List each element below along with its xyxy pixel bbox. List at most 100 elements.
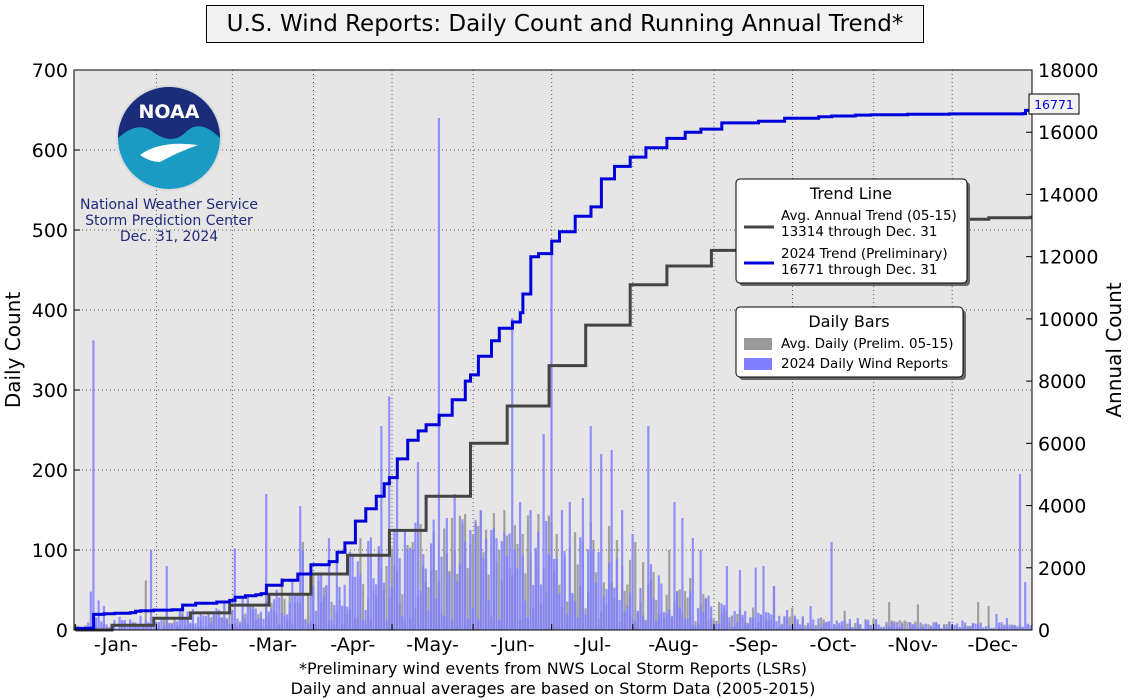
avg-daily-bar <box>162 619 166 630</box>
avg-daily-bar <box>906 621 909 630</box>
daily-report-bar <box>409 547 412 630</box>
daily-report-bar <box>770 614 773 630</box>
daily-report-bar <box>641 615 645 630</box>
daily-report-bar <box>882 627 886 630</box>
daily-report-bar <box>804 627 807 630</box>
daily-report-bar <box>560 510 564 630</box>
daily-report-bar <box>429 543 433 630</box>
daily-report-bar <box>982 627 985 630</box>
daily-report-bar <box>1003 625 1006 630</box>
daily-report-bar <box>665 613 668 630</box>
daily-report-bar <box>979 622 982 630</box>
daily-report-bar <box>838 622 841 630</box>
month-axis-ticks: -Jan- -Feb- -Mar- -Apr- -May- -Jun- -Jul- -Aug-… <box>74 624 1018 656</box>
avg-daily-bar <box>903 620 906 630</box>
daily-report-bar <box>361 619 365 630</box>
daily-report-bar <box>395 474 399 630</box>
daily-report-bar <box>799 624 802 630</box>
daily-report-bar <box>359 574 362 630</box>
daily-report-bar <box>683 618 687 630</box>
daily-report-bar <box>194 623 197 630</box>
avg-daily-bar <box>668 550 671 630</box>
daily-report-bar <box>694 625 697 630</box>
daily-report-bar <box>191 609 195 630</box>
daily-report-bar <box>670 615 674 630</box>
daily-report-bar <box>1005 618 1009 630</box>
daily-report-bar <box>377 546 380 630</box>
daily-report-bar <box>594 582 598 630</box>
daily-report-bar <box>401 615 404 630</box>
daily-report-bar <box>937 624 940 630</box>
daily-report-bar <box>304 619 307 630</box>
daily-report-bar <box>385 619 388 630</box>
daily-report-bar <box>241 598 244 630</box>
daily-report-bar <box>581 498 585 630</box>
daily-report-bar <box>806 622 810 630</box>
daily-report-bar <box>715 620 718 630</box>
daily-report-bar <box>953 624 956 630</box>
daily-report-bar <box>286 614 289 630</box>
daily-report-bar <box>320 573 323 630</box>
footnote-2: Daily and annual averages are based on S… <box>291 679 816 698</box>
daily-report-bar <box>558 593 561 630</box>
daily-report-bar <box>783 617 786 630</box>
daily-report-bar <box>940 628 943 630</box>
daily-report-bar <box>631 534 634 630</box>
daily-report-bar <box>100 621 103 630</box>
daily-report-bar <box>644 621 647 630</box>
avg-daily-bar <box>306 594 310 630</box>
avg-daily-bar <box>401 594 404 630</box>
daily-report-bar <box>231 610 234 630</box>
daily-report-bar <box>207 612 210 630</box>
daily-report-bar <box>288 602 291 630</box>
daily-report-bar <box>490 530 493 630</box>
daily-report-bar <box>189 622 192 630</box>
noaa-logo-text: NOAA <box>139 101 200 123</box>
daily-report-bar <box>922 627 925 630</box>
daily-report-bar <box>186 611 189 630</box>
bars-legend-box <box>735 306 964 378</box>
right-tick-label: 4000 <box>1038 496 1086 518</box>
daily-report-bar <box>822 623 825 630</box>
org-line-2: Storm Prediction Center <box>85 213 253 229</box>
daily-report-bar <box>707 595 710 630</box>
daily-report-bar <box>571 592 574 630</box>
chart-title: U.S. Wind Reports: Daily Count and Runni… <box>206 5 924 43</box>
left-tick-label: 600 <box>32 140 68 162</box>
daily-report-bar <box>898 626 901 630</box>
daily-report-bar <box>730 626 734 630</box>
right-tick-label: 0 <box>1038 620 1050 642</box>
noaa-logo: NOAA <box>116 85 222 191</box>
avg-daily-bar <box>804 625 807 630</box>
daily-report-bar <box>626 605 629 630</box>
avg-daily-bar <box>466 568 469 630</box>
daily-report-bar <box>278 597 281 630</box>
daily-report-bar <box>587 549 590 630</box>
daily-report-bar <box>673 502 676 630</box>
daily-report-bar <box>869 625 872 630</box>
avg-daily-bar <box>683 591 687 630</box>
daily-report-bar <box>573 601 577 630</box>
avg-daily-bar <box>573 532 577 630</box>
avg-daily-bar <box>927 624 930 630</box>
daily-report-bar <box>809 606 812 630</box>
daily-report-bar <box>306 623 310 630</box>
daily-report-bar <box>314 610 318 630</box>
daily-report-bar <box>793 615 797 630</box>
avg-daily-bar <box>526 515 530 630</box>
daily-report-bar <box>843 620 846 630</box>
daily-report-bar <box>621 510 624 630</box>
daily-report-bar <box>668 609 671 630</box>
avg-daily-bar <box>641 562 645 630</box>
daily-report-bar <box>369 537 372 630</box>
daily-report-bar <box>584 613 587 630</box>
daily-report-bar <box>696 608 700 630</box>
daily-report-bar <box>484 538 488 630</box>
daily-report-bar <box>136 625 140 630</box>
right-tick-label: 2000 <box>1038 558 1086 580</box>
daily-report-bar <box>511 318 514 630</box>
daily-report-bar <box>676 591 679 630</box>
daily-report-bar <box>456 581 459 630</box>
month-label: -Jul- <box>573 634 611 656</box>
right-tick-label: 16000 <box>1038 122 1098 144</box>
